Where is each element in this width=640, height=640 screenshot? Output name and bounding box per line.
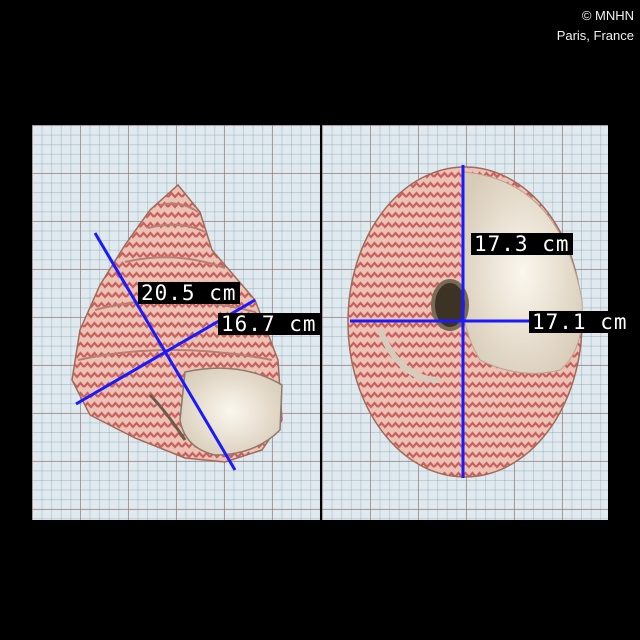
measure-label-17-1: 17.1 cm xyxy=(529,311,631,333)
copyright-credit: © MNHN Paris, France xyxy=(557,6,634,46)
measure-label-16-7: 16.7 cm xyxy=(218,313,320,335)
measure-label-20-5: 20.5 cm xyxy=(138,282,240,304)
credit-line-1: © MNHN xyxy=(581,8,634,23)
shell-apertural-view xyxy=(71,183,283,463)
measure-label-17-3: 17.3 cm xyxy=(471,233,573,255)
credit-line-2: Paris, France xyxy=(556,28,634,43)
